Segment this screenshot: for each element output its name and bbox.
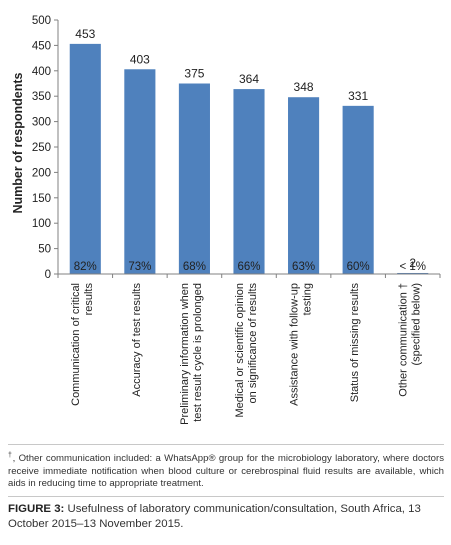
percent-labels: 82% 73% 68% 66% 63% 60% < 1% (74, 261, 426, 273)
y-tick-label: 250 (32, 142, 51, 154)
bar (233, 89, 265, 274)
value-labels: 453 403 375 364 348 331 2 (75, 27, 416, 270)
y-tick-label: 450 (32, 40, 51, 52)
x-category-label-line: results (83, 283, 95, 316)
x-category-label-line: Preliminary information when (179, 283, 191, 425)
percent-label: 82% (74, 261, 97, 273)
divider (8, 444, 444, 445)
footnote-text: , Other communication included: a WhatsA… (8, 453, 444, 489)
x-category-label-line: Communication of critical (70, 283, 82, 406)
bar (124, 69, 156, 274)
figure-caption: FIGURE 3: Usefulness of laboratory commu… (8, 502, 444, 531)
y-axis-label: Number of respondents (11, 72, 25, 213)
caption-label: FIGURE 3: (8, 503, 65, 515)
y-tick-label: 300 (32, 117, 51, 129)
y-tick-label: 150 (32, 193, 51, 205)
percent-label: 63% (292, 261, 315, 273)
x-category-label: Preliminary information whentest result … (179, 283, 204, 425)
value-label: 375 (184, 67, 204, 81)
x-category-label-line: on significance of results (247, 283, 259, 404)
value-label: 403 (130, 52, 150, 66)
bar (178, 83, 210, 274)
percent-label: 60% (347, 261, 370, 273)
bar-chart: 0 50 100 150 200 250 300 350 400 450 500 453 403 375… (11, 15, 441, 425)
x-category-label: Assistance with follow-uptesting (288, 283, 313, 406)
x-axis: Communication of criticalresults Accuracy… (57, 273, 441, 425)
caption-text: Usefulness of laboratory communication/c… (8, 503, 421, 530)
percent-label: 66% (237, 261, 260, 273)
x-category-label: Other communication †(specified below) (398, 283, 423, 397)
bar (342, 105, 374, 275)
y-tick-label: 500 (32, 15, 51, 27)
x-category-label-line: Other communication † (398, 283, 410, 397)
x-category-label: Status of missing results (349, 283, 361, 403)
bar (69, 43, 101, 274)
x-category-label: Communication of criticalresults (70, 283, 95, 406)
percent-label: 68% (183, 261, 206, 273)
x-category-label-line: Accuracy of test results (131, 283, 143, 397)
percent-label: < 1% (399, 261, 426, 273)
bar (397, 272, 429, 274)
y-tick-label: 0 (45, 269, 51, 281)
footnote-mark: † (8, 452, 13, 459)
divider (8, 496, 444, 497)
x-category-label-line: Assistance with follow-up (288, 283, 300, 406)
y-axis: 0 50 100 150 200 250 300 350 400 450 500 (32, 15, 59, 281)
x-category-label-line: testing (301, 283, 313, 315)
value-label: 453 (75, 27, 95, 41)
x-category-label-line: Status of missing results (349, 283, 361, 403)
value-label: 2 (409, 256, 416, 270)
x-category-label: Accuracy of test results (131, 283, 143, 397)
percent-label: 73% (128, 261, 151, 273)
y-tick-label: 100 (32, 218, 51, 230)
x-category-label: Medical or scientific opinionon signific… (234, 283, 259, 418)
x-category-label-line: (specified below) (411, 283, 423, 366)
x-category-label-line: Medical or scientific opinion (234, 283, 246, 418)
x-category-label-line: test result cycle is prolonged (192, 283, 204, 422)
value-label: 331 (348, 89, 368, 103)
y-tick-label: 50 (38, 244, 51, 256)
y-tick-label: 400 (32, 66, 51, 78)
value-label: 348 (294, 80, 314, 94)
y-tick-label: 200 (32, 167, 51, 179)
bars (69, 43, 429, 275)
value-label: 364 (239, 72, 259, 86)
y-tick-label: 350 (32, 91, 51, 103)
footnote: †, Other communication included: a Whats… (8, 450, 444, 490)
bar (288, 97, 320, 274)
